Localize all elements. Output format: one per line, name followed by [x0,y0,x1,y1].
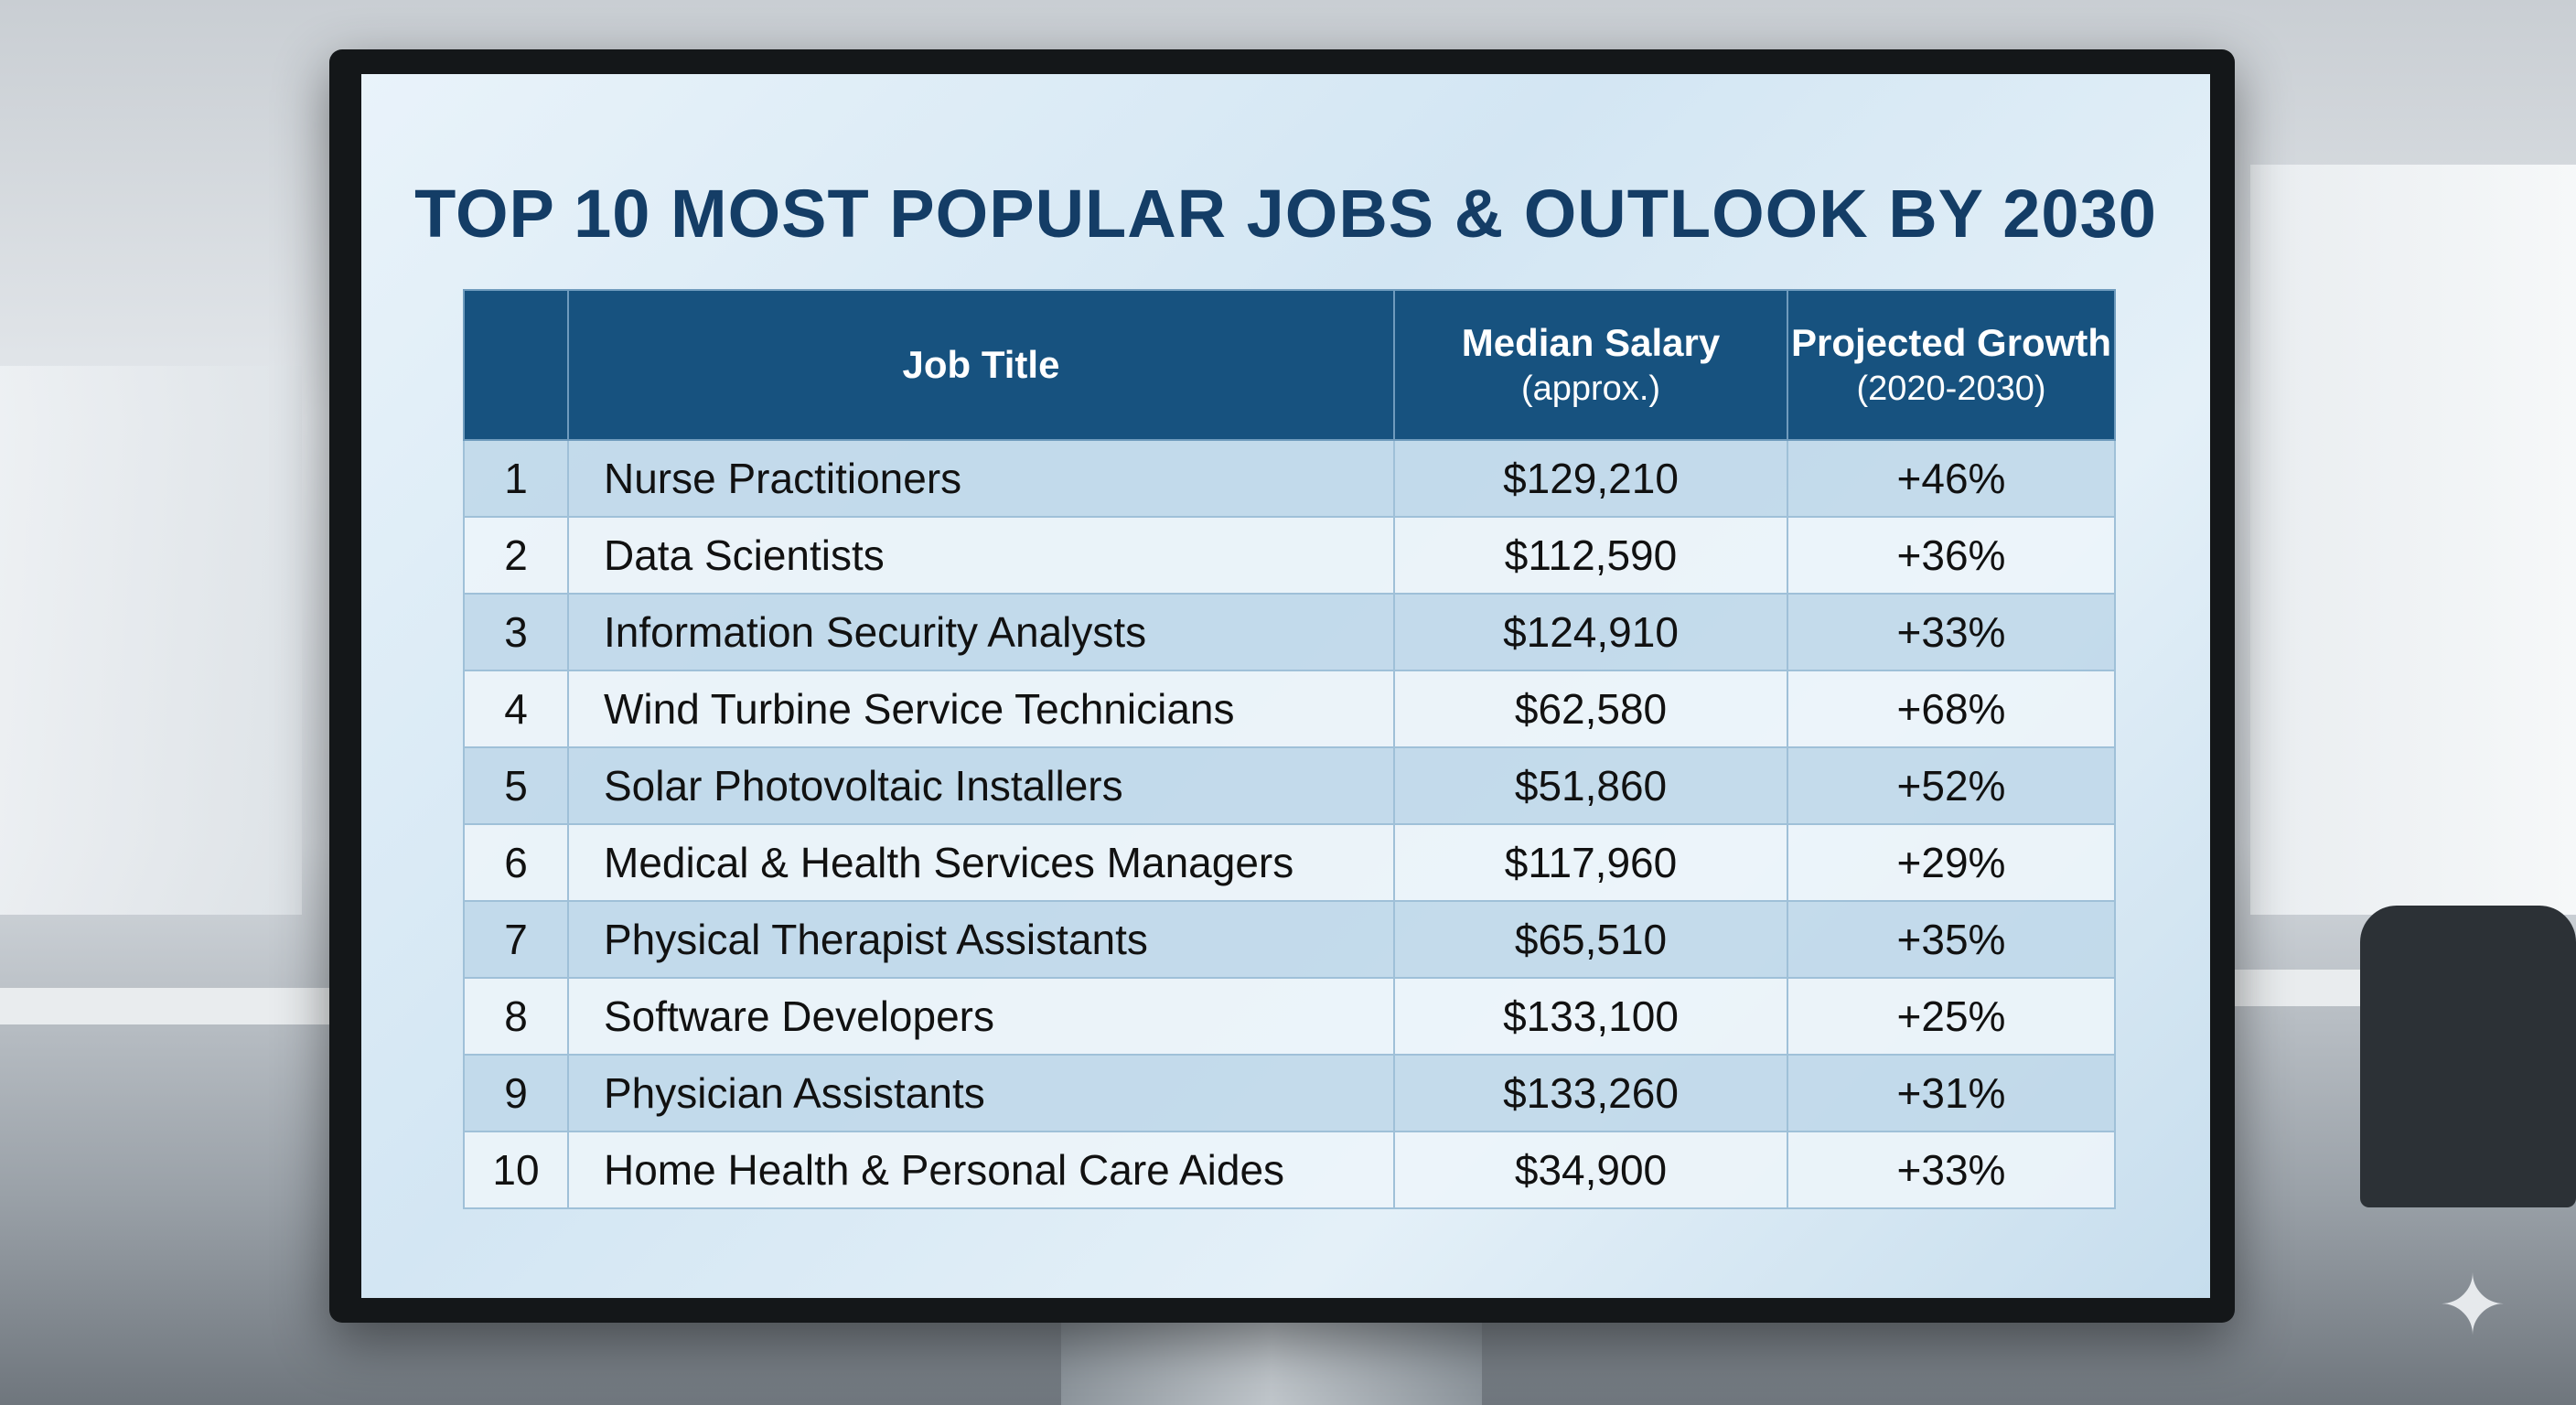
header-rank [463,289,569,441]
rank-cell: 6 [463,823,569,902]
table-row: 8 Software Developers $133,100 +25% [463,977,2116,1056]
salary-cell: $34,900 [1393,1131,1788,1209]
office-window-right [2250,165,2576,915]
table-row: 10 Home Health & Personal Care Aides $34,9… [463,1131,2116,1209]
table-row: 9 Physician Assistants $133,260 +31% [463,1054,2116,1132]
salary-cell: $65,510 [1393,900,1788,979]
table-row: 4 Wind Turbine Service Technicians $62,580… [463,670,2116,748]
growth-cell: +29% [1787,823,2116,902]
rank-cell: 1 [463,439,569,518]
salary-cell: $117,960 [1393,823,1788,902]
office-window-left [0,366,302,915]
table-row: 2 Data Scientists $112,590 +36% [463,516,2116,595]
job-title-cell: Solar Photovoltaic Installers [567,746,1395,825]
table-row: 1 Nurse Practitioners $129,210 +46% [463,439,2116,518]
growth-cell: +25% [1787,977,2116,1056]
job-title-cell: Information Security Analysts [567,593,1395,671]
growth-cell: +52% [1787,746,2116,825]
header-growth: Projected Growth (2020-2030) [1787,289,2116,441]
salary-cell: $133,260 [1393,1054,1788,1132]
salary-cell: $112,590 [1393,516,1788,595]
growth-cell: +68% [1787,670,2116,748]
sparkle-icon: ✦ [2438,1260,2507,1352]
header-salary-sub: (approx.) [1520,369,1661,408]
salary-cell: $129,210 [1393,439,1788,518]
rank-cell: 8 [463,977,569,1056]
header-salary: Median Salary (approx.) [1393,289,1788,441]
header-growth-sub: (2020-2030) [1856,369,2046,408]
table-row: 5 Solar Photovoltaic Installers $51,860 +52… [463,746,2116,825]
monitor-screen: TOP 10 MOST POPULAR JOBS & OUTLOOK BY 20… [361,74,2210,1298]
salary-cell: $51,860 [1393,746,1788,825]
office-chair [2360,906,2576,1207]
job-title-cell: Wind Turbine Service Technicians [567,670,1395,748]
jobs-table: Job Title Median Salary (approx.) Project… [463,289,2116,1209]
rank-cell: 5 [463,746,569,825]
job-title-cell: Physician Assistants [567,1054,1395,1132]
job-title-cell: Software Developers [567,977,1395,1056]
office-desk [0,988,329,1024]
rank-cell: 7 [463,900,569,979]
monitor-stand [1061,1317,1482,1405]
growth-cell: +36% [1787,516,2116,595]
rank-cell: 3 [463,593,569,671]
rank-cell: 4 [463,670,569,748]
job-title-cell: Nurse Practitioners [567,439,1395,518]
job-title-cell: Home Health & Personal Care Aides [567,1131,1395,1209]
rank-cell: 10 [463,1131,569,1209]
growth-cell: +46% [1787,439,2116,518]
growth-cell: +33% [1787,593,2116,671]
rank-cell: 9 [463,1054,569,1132]
growth-cell: +31% [1787,1054,2116,1132]
salary-cell: $62,580 [1393,670,1788,748]
header-job-title-label: Job Title [902,342,1060,386]
growth-cell: +35% [1787,900,2116,979]
page-title: TOP 10 MOST POPULAR JOBS & OUTLOOK BY 20… [414,176,2157,252]
display-monitor: TOP 10 MOST POPULAR JOBS & OUTLOOK BY 20… [329,49,2235,1323]
growth-cell: +33% [1787,1131,2116,1209]
header-job-title: Job Title [567,289,1395,441]
job-title-cell: Medical & Health Services Managers [567,823,1395,902]
header-growth-label: Projected Growth [1790,321,2112,364]
salary-cell: $124,910 [1393,593,1788,671]
rank-cell: 2 [463,516,569,595]
table-row: 7 Physical Therapist Assistants $65,510 +35… [463,900,2116,979]
job-title-cell: Physical Therapist Assistants [567,900,1395,979]
table-row: 6 Medical & Health Services Managers $117,… [463,823,2116,902]
salary-cell: $133,100 [1393,977,1788,1056]
table-header-row: Job Title Median Salary (approx.) Project… [463,289,2116,441]
job-title-cell: Data Scientists [567,516,1395,595]
header-salary-label: Median Salary [1461,321,1721,364]
table-row: 3 Information Security Analysts $124,910 +3… [463,593,2116,671]
